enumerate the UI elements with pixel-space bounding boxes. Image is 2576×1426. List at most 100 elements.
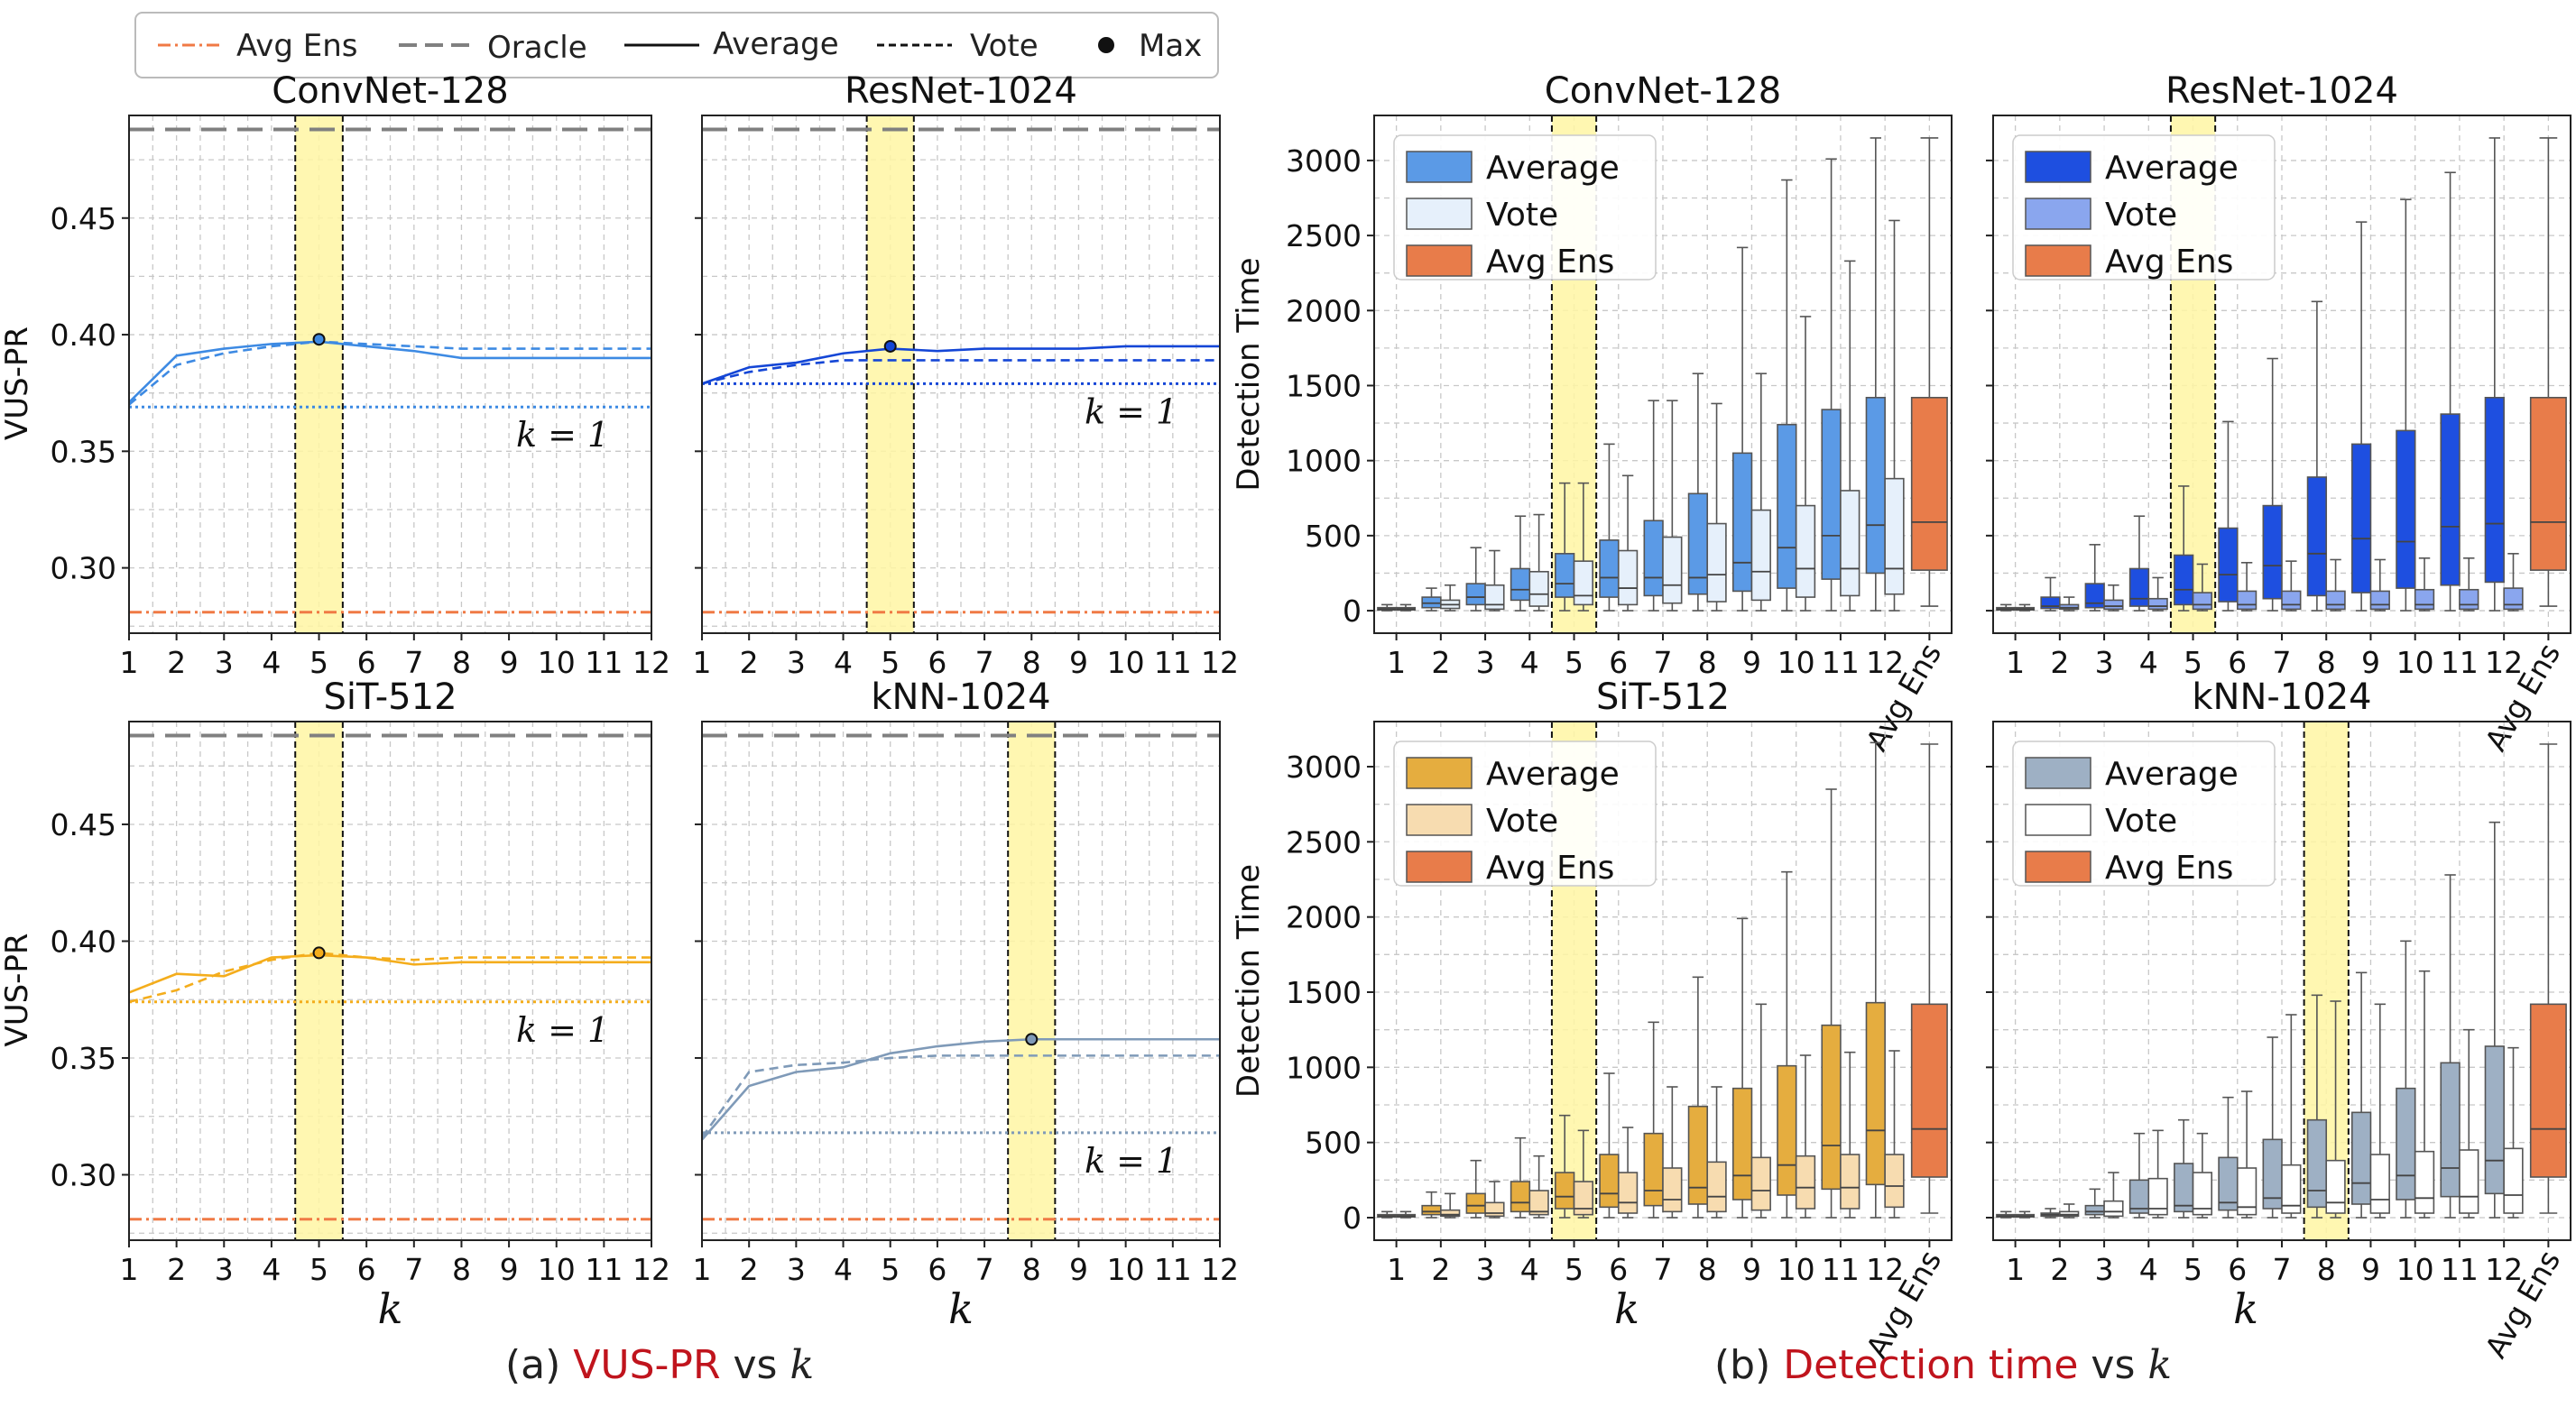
vote-box [2369,590,2390,611]
x-axis-label: k [2233,1284,2258,1333]
caption-a-vs: vs [734,1342,778,1388]
x-tick-label: 7 [404,1252,423,1287]
caption-b-metric: Detection time [1783,1342,2078,1388]
best-k-highlight [1008,722,1056,1240]
y-tick-label: 0 [1343,593,1362,629]
vote-box [2369,1154,2390,1214]
x-tick-label: 2 [740,645,759,680]
x-tick-label: 8 [452,1252,471,1287]
average-box [2396,1087,2416,1201]
x-tick-label: 10 [2396,1252,2434,1287]
average-box [1643,520,1664,597]
x-tick-label: 5 [881,645,900,680]
x-tick-label: 2 [167,1252,186,1287]
legend-label-2: Avg Ens [1486,244,1614,281]
x-tick-label: 8 [452,645,471,680]
vote-box [2147,597,2168,611]
vote-box [1840,1154,1860,1210]
x-tick-label: 11 [585,645,623,680]
x-tick-label: 1 [1387,645,1406,680]
x-tick-label: 9 [1069,1252,1088,1287]
legend-oracle-label: Oracle [487,30,587,66]
x-tick-label: 2 [1431,645,1450,680]
x-tick-label: 8 [1022,1252,1041,1287]
caption-a-metric: VUS-PR [573,1342,720,1388]
y-tick-label: 0.35 [51,434,116,469]
plot-frame [701,721,1221,1241]
x-axis-label: k [1614,1284,1639,1333]
y-tick-label: 2500 [1286,218,1362,253]
x-tick-label: 3 [787,645,806,680]
x-tick-label: 6 [928,1252,946,1287]
legend-max-label: Max [1139,28,1202,64]
caption-b: (b) Detection time vs k [1714,1342,2172,1388]
x-tick-label: 7 [1654,645,1673,680]
chart-title: kNN-1024 [2192,676,2371,718]
x-tick-label: 4 [1520,1252,1539,1287]
average-box [1777,1064,1797,1196]
x-tick-label: 2 [740,1252,759,1287]
y-tick-label: 0 [1343,1201,1362,1236]
max-marker [883,339,897,353]
vote-box [1884,1154,1905,1209]
legend-swatch-2 [1406,244,1473,277]
average-box [1687,1105,1709,1205]
x-tick-label: 9 [500,1252,519,1287]
y-tick-label: 3000 [1286,143,1362,179]
x-tick-label: 6 [2228,645,2247,680]
x-tick-label: 7 [1654,1252,1673,1287]
vote-series-line [700,1054,1220,1138]
x-tick-label: 4 [262,1252,281,1287]
average-box [2484,1045,2505,1195]
x-tick-label: 7 [2273,1252,2292,1287]
vote-box [2281,590,2302,611]
vote-box [2459,588,2479,611]
caption-b-var: k [2147,1342,2172,1388]
chart-title: ResNet-1024 [845,70,1077,112]
average-box [1555,1172,1575,1210]
k1-label: k = 1 [516,1010,609,1050]
avg-ens-box [1910,1003,1948,1178]
x-tick-label: 3 [1476,645,1495,680]
legend-average-label: Average [713,26,839,62]
x-tick-label: 6 [928,645,946,680]
x-tick-label: 6 [357,1252,376,1287]
x-tick-label: 9 [1742,1252,1761,1287]
legend-label-0: Average [1486,756,1620,793]
y-tick-label: 2500 [1286,824,1362,860]
x-tick-label: 3 [215,1252,234,1287]
x-tick-label: 1 [120,645,139,680]
chart-title: SiT-512 [323,676,457,718]
x-tick-label: 2 [2050,1252,2069,1287]
average-box [2396,429,2416,589]
legend-label-1: Vote [1486,197,1558,234]
x-tick-label: 7 [2273,645,2292,680]
y-tick-label: 0.40 [51,317,116,353]
average-box [2218,527,2239,603]
vote-box [2236,590,2257,611]
vote-box [2459,1149,2479,1214]
vote-box [2236,1167,2257,1216]
legend-swatch-2 [2025,851,2091,883]
vote-box [1750,509,1771,602]
x-tick-label: 9 [1069,645,1088,680]
avg-ens-box [2529,1003,2567,1178]
vote-box [2192,1172,2213,1216]
top-legend: Avg Ens Oracle Average Vote Max [134,12,1219,78]
chart-title: ConvNet-128 [1545,70,1781,112]
x-tick-label: 10 [1777,645,1815,680]
x-tick-label: 12 [632,1252,670,1287]
average-box [2128,567,2150,607]
legend-label-1: Vote [2105,803,2177,840]
average-box [1865,396,1886,575]
max-marker [312,946,326,960]
x-tick-label: 3 [2095,1252,2114,1287]
best-k-highlight [866,115,914,633]
vote-box [1884,477,1905,595]
legend-swatch-0 [1406,151,1473,183]
average-box [1465,583,1486,606]
